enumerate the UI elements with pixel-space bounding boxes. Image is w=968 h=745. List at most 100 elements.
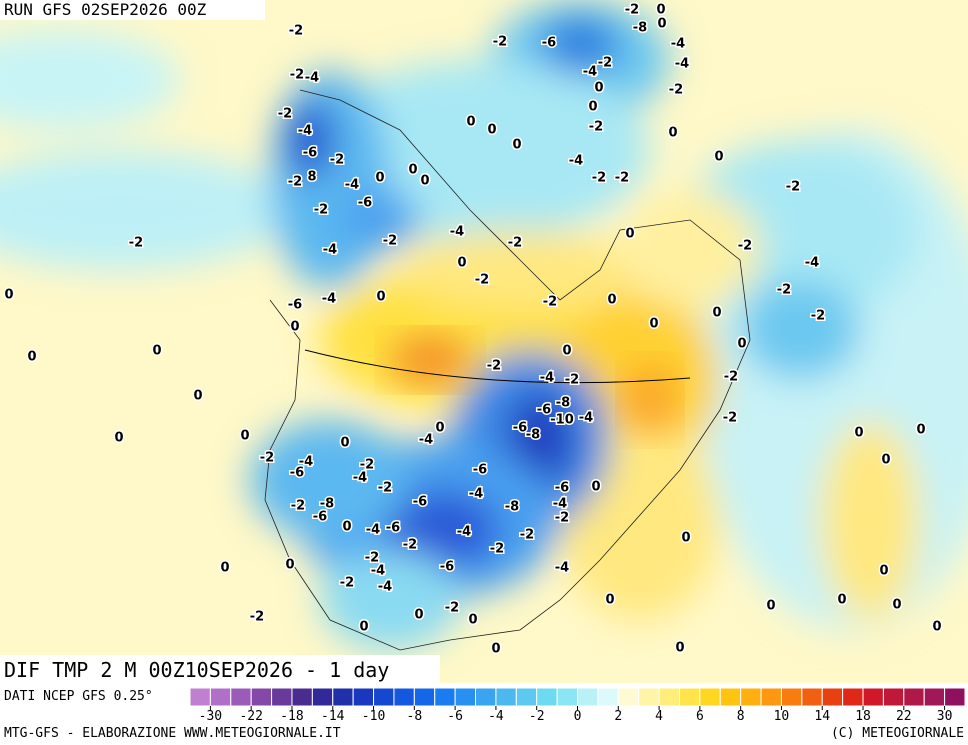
contour-label: 0 <box>737 337 746 352</box>
tick-label: 0 <box>574 709 582 724</box>
color-box <box>475 687 497 707</box>
contour-label: -4 <box>555 561 569 576</box>
contour-label: 0 <box>714 150 723 165</box>
contour-label: -2 <box>365 551 379 566</box>
color-box <box>842 687 864 707</box>
contour-label: -6 <box>313 510 327 525</box>
contour-label: 0 <box>487 123 496 138</box>
tick-label: 10 <box>774 709 790 724</box>
contour-label: -2 <box>738 239 752 254</box>
contour-label: 0 <box>193 389 202 404</box>
contour-label: -8 <box>320 497 334 512</box>
tick-label: 18 <box>855 709 871 724</box>
contour-label: -2 <box>475 273 489 288</box>
contour-label: -4 <box>553 497 567 512</box>
color-box <box>556 687 579 707</box>
contour-label: 8 <box>307 170 316 185</box>
contour-label: -4 <box>675 57 689 72</box>
contour-label: 0 <box>435 421 444 436</box>
color-box <box>821 687 844 707</box>
color-box <box>332 687 354 707</box>
contour-label: -4 <box>583 65 597 80</box>
contour-label: -2 <box>378 481 392 496</box>
contour-label: 0 <box>114 431 123 446</box>
map-title: DIF TMP 2 M 00Z10SEP2026 - 1 day <box>4 658 389 682</box>
contour-label: 0 <box>881 453 890 468</box>
contour-label: -2 <box>403 538 417 553</box>
contour-label: -2 <box>383 234 397 249</box>
color-box <box>801 687 823 707</box>
color-box <box>536 687 558 707</box>
contour-label: -2 <box>288 175 302 190</box>
contour-label: 0 <box>457 256 466 271</box>
contour-label: -4 <box>345 178 359 193</box>
tick-label: 2 <box>614 709 622 724</box>
contour-label: -2 <box>487 359 501 374</box>
contour-label: -4 <box>457 525 471 540</box>
contour-label: -2 <box>589 120 603 135</box>
contour-label: -10 <box>550 413 574 428</box>
contour-label: -8 <box>505 500 519 515</box>
tick-label: -18 <box>280 709 303 724</box>
title-box <box>0 655 440 683</box>
contour-label: 0 <box>466 115 475 130</box>
contour-label: -4 <box>450 225 464 240</box>
contour-label: -2 <box>786 180 800 195</box>
contour-label: 0 <box>220 561 229 576</box>
contour-label: -4 <box>371 564 385 579</box>
contour-label: -2 <box>330 153 344 168</box>
contour-label: 0 <box>152 344 161 359</box>
contour-label: -2 <box>490 542 504 557</box>
tick-label: -30 <box>199 709 222 724</box>
contour-label: 0 <box>27 350 36 365</box>
contour-label: -2 <box>520 528 534 543</box>
contour-label: -8 <box>556 396 570 411</box>
contour-label: -6 <box>555 481 569 496</box>
contour-label: 0 <box>588 100 597 115</box>
contour-label: 0 <box>916 423 925 438</box>
contour-label: -2 <box>615 171 629 186</box>
contour-label: 0 <box>408 163 417 178</box>
tick-label: -14 <box>321 709 345 724</box>
run-box <box>0 0 265 20</box>
contour-label: -6 <box>413 495 427 510</box>
color-box <box>862 687 884 707</box>
contour-label: -2 <box>669 83 683 98</box>
color-box <box>658 687 680 707</box>
contour-label: -2 <box>555 511 569 526</box>
contour-label: -2 <box>278 107 292 122</box>
tick-label: 22 <box>896 709 912 724</box>
tick-label: -10 <box>362 709 385 724</box>
contour-label: 0 <box>625 227 634 242</box>
contour-label: -4 <box>305 71 319 86</box>
contour-label: -2 <box>508 236 522 251</box>
contour-label: -2 <box>811 309 825 324</box>
contour-label: -4 <box>299 455 313 470</box>
tick-label: -2 <box>529 709 545 724</box>
color-box <box>923 687 946 707</box>
contour-label: -2 <box>724 370 738 385</box>
contour-label: 0 <box>340 436 349 451</box>
contour-label: -4 <box>419 433 433 448</box>
contour-label: -2 <box>543 295 557 310</box>
contour-label: 0 <box>879 564 888 579</box>
color-box <box>250 687 273 707</box>
contour-label: -4 <box>569 154 583 169</box>
contour-label: -4 <box>353 471 367 486</box>
color-box <box>311 687 334 707</box>
tick-label: 14 <box>814 709 830 724</box>
contour-label: -2 <box>565 373 579 388</box>
contour-label: -4 <box>378 580 392 595</box>
color-box <box>373 687 395 707</box>
contour-label: -4 <box>579 411 593 426</box>
contour-label: 0 <box>605 593 614 608</box>
contour-label: -6 <box>303 146 317 161</box>
footer-right: (C) METEOGIORNALE <box>831 726 964 741</box>
color-box <box>352 687 375 707</box>
contour-label: 0 <box>657 17 666 32</box>
tick-label: 4 <box>655 709 663 724</box>
contour-label: -4 <box>298 124 312 139</box>
color-box <box>413 687 436 707</box>
color-box <box>617 687 640 707</box>
contour-label: -8 <box>633 21 647 36</box>
